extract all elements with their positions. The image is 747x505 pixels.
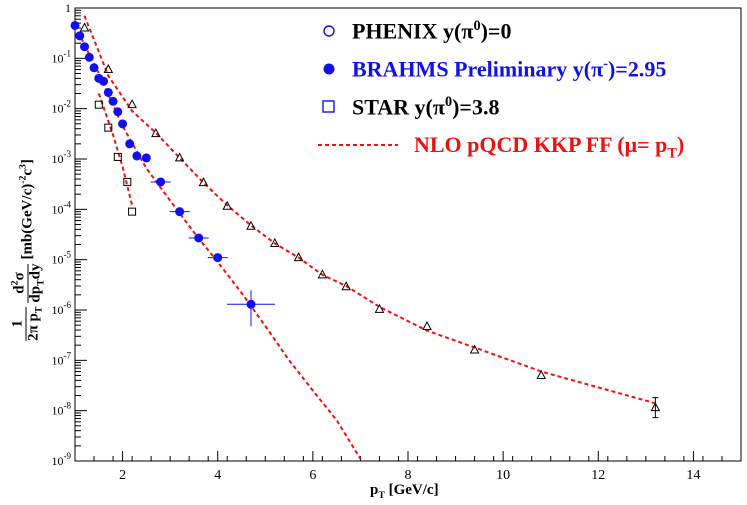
phenix-point (293, 252, 304, 262)
legend: PHENIX y(π0)=0 BRAHMS Preliminary y(π-)=… (318, 14, 738, 166)
y-tick-label: 10-7 (52, 350, 72, 367)
filled-circle-icon (323, 63, 335, 75)
legend-entry-star: STAR y(π0)=3.8 (318, 90, 738, 128)
legend-entry-phenix: PHENIX y(π0)=0 (318, 14, 738, 52)
phenix-point (536, 369, 547, 379)
legend-label-star: STAR y(π0)=3.8 (352, 94, 500, 120)
x-tick-label: 14 (686, 468, 700, 483)
phenix-point (198, 177, 209, 187)
y-tick-label: 1 (65, 1, 71, 15)
phenix-point (127, 99, 137, 109)
y-tick-label: 10-9 (52, 451, 72, 468)
y-tick-label: 10-5 (52, 250, 72, 267)
y-title-numerator-2: d2σ (7, 263, 29, 303)
phenix-point (174, 152, 185, 162)
phenix-point (246, 220, 256, 230)
star-point (104, 123, 113, 132)
x-tick-label: 4 (214, 468, 221, 483)
brahms-point (80, 42, 90, 52)
phenix-point (317, 269, 328, 279)
star-point (123, 177, 132, 186)
phenix-point (469, 344, 480, 354)
x-tick-label: 12 (591, 468, 605, 483)
phenix-point (222, 200, 233, 210)
star-point (113, 152, 122, 161)
star-point (128, 207, 137, 216)
phenix-point (341, 281, 351, 291)
open-square-icon (322, 100, 335, 113)
brahms-point (132, 151, 142, 161)
phenix-point (422, 320, 432, 331)
brahms-point (99, 76, 109, 86)
y-title-denominator-2: dpTdy (27, 263, 47, 303)
brahms-point (108, 96, 118, 106)
brahms-point (84, 52, 94, 62)
phenix-point (103, 63, 114, 73)
dashed-line-icon (318, 144, 398, 146)
x-tick-label: 8 (405, 468, 412, 483)
brahms-point (70, 20, 80, 30)
y-tick-label: 10-4 (52, 199, 72, 216)
x-tick-label: 6 (309, 468, 316, 483)
y-tick-label: 10-8 (52, 401, 72, 418)
brahms-point (156, 177, 166, 187)
nlo-curve-2 (75, 25, 362, 460)
phenix-point (650, 402, 661, 412)
legend-entry-brahms: BRAHMS Preliminary y(π-)=2.95 (318, 52, 738, 90)
brahms-point (103, 87, 113, 97)
y-title-denominator-1: 2π pT (25, 306, 44, 341)
y-tick-label: 10-1 (52, 48, 72, 65)
phenix-point (269, 237, 280, 247)
x-tick-label: 2 (119, 468, 126, 483)
open-circle-icon (323, 25, 335, 37)
x-tick-label: 10 (496, 468, 510, 483)
brahms-point (141, 153, 151, 163)
brahms-point (246, 299, 256, 309)
y-title-fraction-1: 1 2π pT (9, 306, 46, 341)
legend-label-brahms: BRAHMS Preliminary y(π-)=2.95 (352, 56, 667, 82)
brahms-point (194, 233, 204, 243)
legend-label-phenix: PHENIX y(π0)=0 (352, 18, 512, 44)
phenix-point (374, 303, 385, 313)
y-tick-label: 10-6 (52, 300, 72, 317)
phenix-point (79, 22, 90, 32)
nlo-curve-1 (83, 15, 656, 405)
brahms-point (89, 63, 99, 73)
brahms-point (75, 31, 85, 41)
legend-entry-nlo: NLO pQCD KKP FF (μ= pT) (318, 128, 738, 166)
y-title-units: [mb(GeV/c)-2c3] (17, 159, 36, 260)
nlo-curve-3 (97, 93, 134, 206)
legend-label-nlo: NLO pQCD KKP FF (μ= pT) (414, 132, 685, 162)
y-tick-label: 10-3 (52, 149, 72, 166)
brahms-point (125, 139, 135, 149)
y-tick-label: 10-2 (52, 99, 72, 116)
star-point (94, 100, 103, 109)
brahms-point (113, 107, 123, 117)
phenix-point (151, 128, 161, 138)
brahms-point (118, 119, 128, 129)
y-title-fraction-2: d2σ dpTdy (7, 263, 49, 303)
y-axis-title: 1 2π pT d2σ dpTdy [mb(GeV/c)-2c3] (4, 125, 52, 375)
x-axis-title: pT [GeV/c] (370, 482, 439, 501)
brahms-point (213, 253, 223, 263)
brahms-point (175, 207, 185, 217)
y-title-numerator-1: 1 (9, 306, 26, 341)
